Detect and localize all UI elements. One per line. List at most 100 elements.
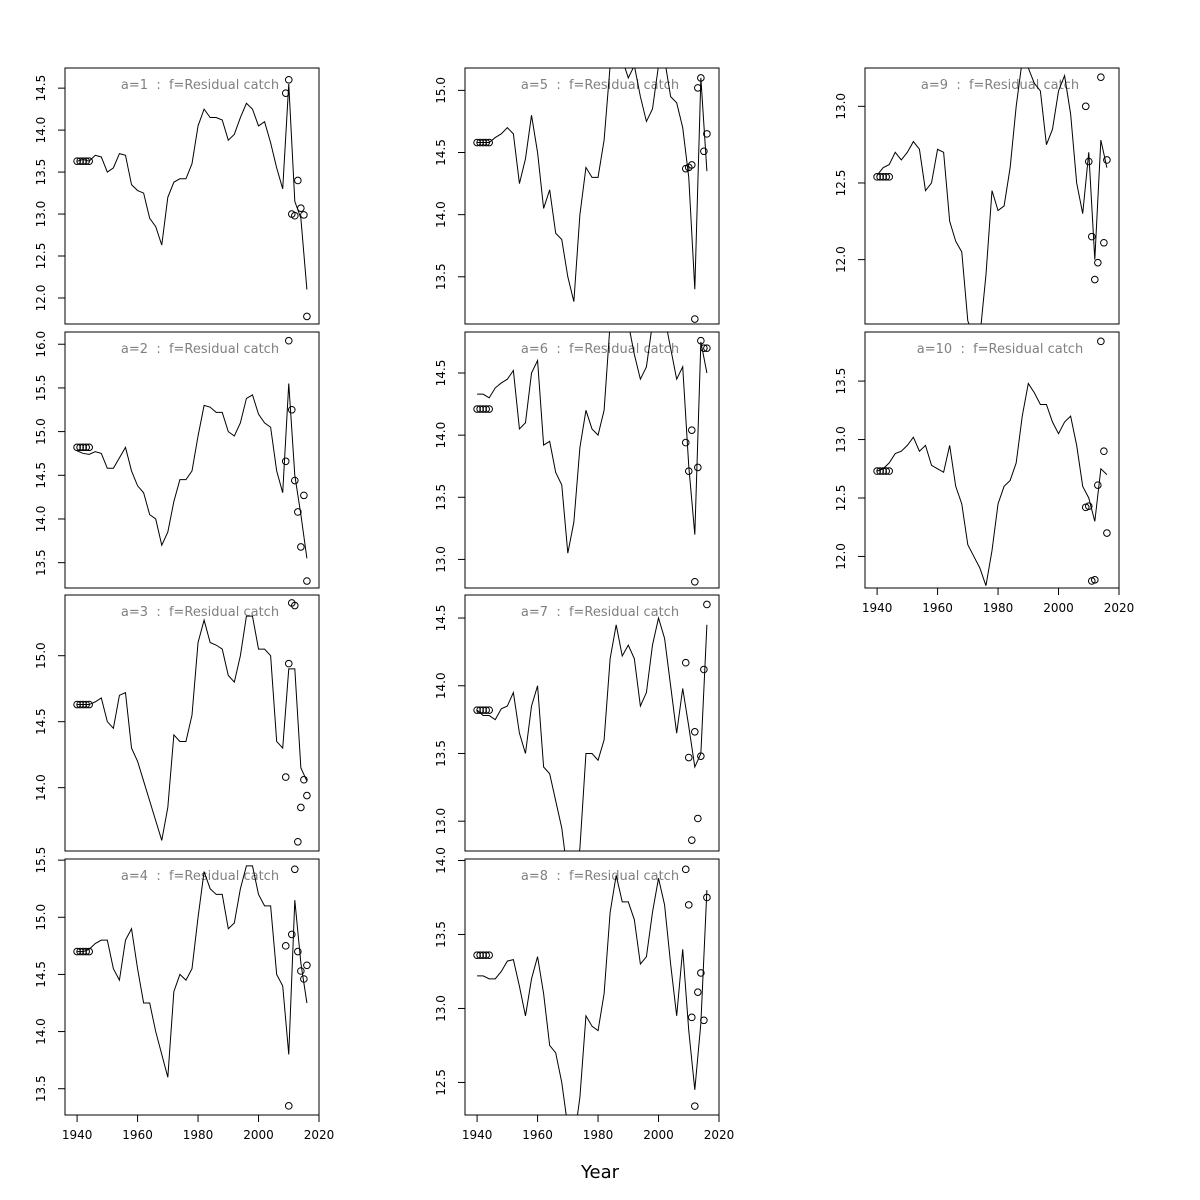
data-point [687, 836, 696, 844]
y-tick-label: 13.0 [834, 93, 848, 120]
data-point [76, 700, 84, 709]
y-tick-label: 12.5 [434, 1069, 448, 1096]
data-point [287, 930, 296, 939]
y-tick-label: 13.0 [34, 201, 48, 228]
data-point [684, 901, 693, 909]
data-point [476, 138, 484, 147]
y-tick-label: 12.0 [834, 246, 848, 273]
panel: a=7 : f=Residual catch 13.0 13.5 14.0 14.5 [434, 594, 720, 852]
data-point [485, 405, 493, 413]
data-point [485, 951, 493, 959]
y-tick-label: 13.0 [834, 426, 848, 453]
data-point [85, 947, 93, 956]
data-point [482, 951, 490, 959]
y-tick-label: 15.0 [34, 418, 48, 445]
data-point [476, 706, 484, 714]
x-tick-label: 1980 [183, 1128, 214, 1142]
data-point [85, 157, 93, 165]
data-point [694, 84, 702, 92]
y-tick-label: 13.5 [34, 549, 48, 576]
data-point [703, 893, 711, 902]
y-tick-label: 14.5 [434, 139, 448, 166]
data-point [76, 157, 84, 165]
data-point [879, 467, 887, 475]
data-point [73, 947, 81, 956]
data-point [687, 161, 696, 169]
panel-subtitle: a=1 : f=Residual catch [121, 78, 279, 93]
data-point [82, 947, 90, 956]
x-tick-label: 2000 [243, 1128, 274, 1142]
y-tick-label: 14.0 [434, 422, 448, 449]
data-point [284, 659, 293, 668]
panel-subtitle: a=2 : f=Residual catch [121, 342, 279, 357]
data-point [873, 173, 881, 181]
data-point [691, 1102, 699, 1110]
data-point [879, 173, 887, 181]
data-point [691, 728, 699, 736]
series-line [76, 383, 308, 559]
series-line [77, 615, 308, 841]
y-tick-label: 12.0 [34, 285, 48, 312]
x-tick-label: 1940 [462, 1128, 493, 1142]
y-tick-label: 13.5 [434, 921, 448, 948]
data-point [1087, 232, 1096, 241]
panel: a=8 : f=Residual catch 12.5 13.0 13.5 14.0 19… [434, 847, 734, 1142]
x-tick-label: 2020 [1104, 601, 1135, 615]
x-tick-label: 1980 [983, 601, 1014, 615]
panel: a=3 : f=Residual catch 14.0 14.5 15.0 [34, 594, 320, 852]
panel-subtitle: a=10 : f=Residual catch [917, 342, 1083, 357]
plot-frame [864, 331, 1120, 589]
data-point [703, 130, 711, 138]
data-point [303, 577, 311, 585]
data-point [294, 837, 302, 846]
data-point [687, 1013, 696, 1022]
data-point [473, 951, 481, 959]
data-point [294, 947, 302, 956]
data-point [294, 176, 302, 185]
y-tick-label: 13.0 [434, 995, 448, 1022]
y-tick-label: 15.5 [34, 375, 48, 402]
y-tick-label: 15.0 [434, 77, 448, 104]
data-point [703, 344, 711, 352]
y-tick-label: 12.0 [834, 543, 848, 570]
data-point [473, 138, 481, 147]
panel-subtitle: a=6 : f=Residual catch [521, 342, 679, 357]
plot-data [73, 75, 311, 321]
x-tick-label: 1960 [122, 1128, 153, 1142]
plot-frame [464, 331, 720, 589]
data-point [694, 463, 702, 472]
y-tick-label: 14.5 [34, 708, 48, 735]
data-point [697, 969, 705, 977]
plot-data [73, 599, 311, 846]
y-tick-label: 14.5 [434, 360, 448, 387]
data-point [82, 443, 90, 452]
data-point [281, 89, 290, 97]
data-point [281, 942, 290, 950]
data-point [287, 405, 296, 414]
data-point [79, 947, 87, 956]
data-point [473, 405, 481, 413]
plot-data [473, 332, 711, 586]
panel-subtitle: a=4 : f=Residual catch [121, 869, 279, 884]
y-tick-label: 14.5 [34, 462, 48, 489]
x-tick-label: 1980 [583, 1128, 614, 1142]
data-point [79, 700, 87, 709]
data-point [284, 1102, 293, 1110]
plot-frame [864, 67, 1120, 325]
data-point [291, 476, 299, 485]
plot-frame [64, 858, 320, 1116]
y-tick-label: 12.5 [834, 170, 848, 197]
x-tick-label: 2000 [1043, 601, 1074, 615]
data-point [687, 426, 696, 434]
data-point [1100, 238, 1108, 247]
data-point [303, 312, 311, 321]
y-tick-label: 14.5 [34, 961, 48, 988]
data-point [284, 336, 293, 345]
plot-data [73, 336, 311, 585]
data-point [300, 211, 308, 219]
data-point [700, 1016, 708, 1025]
x-tick-label: 1940 [862, 601, 893, 615]
y-tick-label: 15.5 [34, 847, 48, 874]
data-point [479, 138, 487, 147]
data-point [485, 706, 493, 714]
